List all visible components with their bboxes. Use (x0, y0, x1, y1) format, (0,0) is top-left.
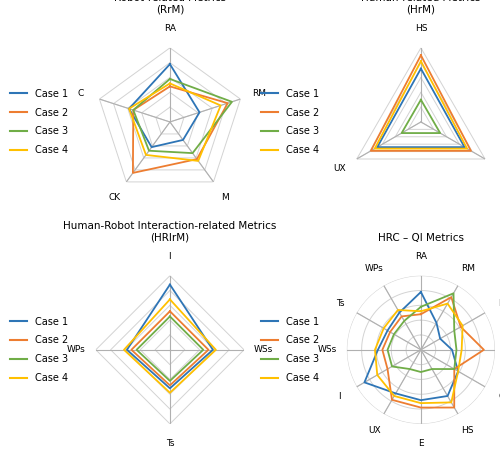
Title: Human-related Metrics
(HrM): Human-related Metrics (HrM) (361, 0, 480, 15)
Legend: Case 1, Case 2, Case 3, Case 4: Case 1, Case 2, Case 3, Case 4 (10, 316, 68, 383)
Title: Human-Robot Interaction-related Metrics
(HRIrM): Human-Robot Interaction-related Metrics … (63, 221, 276, 243)
Legend: Case 1, Case 2, Case 3, Case 4: Case 1, Case 2, Case 3, Case 4 (261, 89, 320, 155)
Title: HRC – QI Metrics: HRC – QI Metrics (378, 233, 464, 243)
Legend: Case 1, Case 2, Case 3, Case 4: Case 1, Case 2, Case 3, Case 4 (10, 89, 68, 155)
Title: Robot-related Metrics
(RrM): Robot-related Metrics (RrM) (114, 0, 226, 15)
Legend: Case 1, Case 2, Case 3, Case 4: Case 1, Case 2, Case 3, Case 4 (261, 316, 320, 383)
